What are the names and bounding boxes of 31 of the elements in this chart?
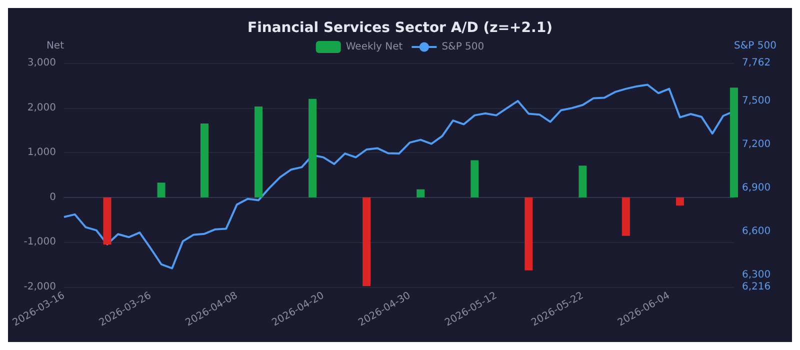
bar (730, 88, 738, 198)
bar (362, 197, 371, 286)
legend-label: Weekly Net (346, 42, 403, 52)
bar (622, 197, 630, 236)
bar (103, 197, 112, 244)
bar (578, 166, 587, 198)
bar (416, 189, 425, 198)
y-tick-label: -2,000 (24, 282, 56, 292)
y-tick-label: 1,000 (27, 147, 56, 158)
y2-tick-label: 6,600 (742, 226, 771, 237)
legend-label: S&P 500 (442, 42, 484, 52)
y2-axis-title: S&P 500 (734, 40, 776, 52)
y2-tick-label: 7,500 (742, 95, 771, 106)
bar (254, 106, 263, 198)
bar (676, 197, 684, 206)
y-tick-label: 2,000 (27, 102, 56, 114)
y-tick-label: 0 (50, 192, 56, 203)
bar (308, 98, 317, 198)
y-tick-label: 3,000 (27, 58, 56, 68)
y2-tick-label: 7,762 (742, 58, 771, 68)
bar (157, 182, 166, 198)
bar (200, 123, 208, 198)
y2-tick-label: 7,200 (742, 138, 771, 150)
y2-tick-label: 6,216 (742, 282, 771, 292)
y2-tick-label: 6,900 (742, 182, 771, 194)
y2-tick-label: 6,300 (742, 269, 771, 280)
bar (524, 197, 533, 270)
y-axis-title: Net (46, 40, 64, 52)
chart-title: Financial Services Sector A/D (z=+2.1) (248, 20, 552, 36)
bar (470, 160, 479, 198)
y-tick-label: -1,000 (24, 236, 56, 248)
